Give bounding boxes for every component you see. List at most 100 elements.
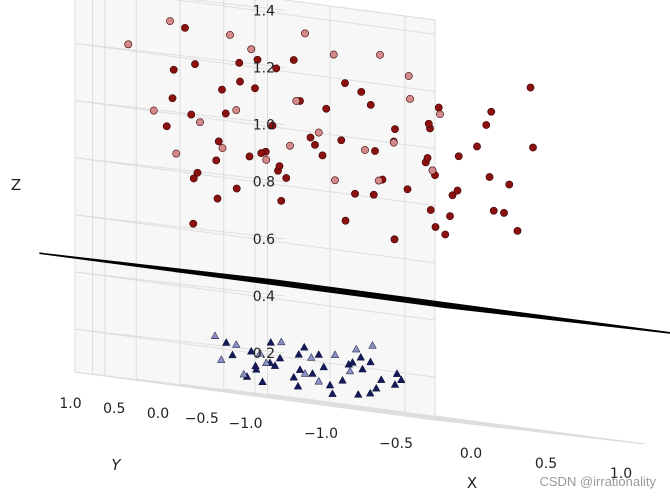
data-point-triangle <box>239 369 248 378</box>
data-point-circle <box>235 58 244 67</box>
data-point-circle <box>193 168 202 177</box>
data-point-circle <box>431 223 440 231</box>
data-point-circle <box>245 152 254 161</box>
data-point-triangle <box>366 357 375 366</box>
data-point-triangle <box>289 372 298 381</box>
data-point-triangle <box>210 331 220 340</box>
data-point-circle <box>257 149 266 158</box>
data-point-circle <box>403 185 412 194</box>
axis-panes <box>74 0 646 445</box>
data-point-circle <box>341 79 349 88</box>
data-point-circle <box>337 136 346 145</box>
y-grid-line <box>223 0 584 438</box>
data-point-circle <box>277 196 286 205</box>
data-point-triangle <box>330 350 340 358</box>
z-tick-label: 0.8 <box>253 175 275 191</box>
z-tick-label: 1.0 <box>253 118 275 134</box>
y-tick-label: 0.0 <box>147 406 169 422</box>
grid-lines <box>74 0 628 443</box>
data-point-circle <box>272 64 281 73</box>
data-point-triangle <box>293 381 303 390</box>
data-point-circle <box>169 65 178 74</box>
watermark: CSDN @irrationality <box>539 474 657 489</box>
data-point-circle <box>505 180 514 189</box>
data-point-circle <box>473 142 481 151</box>
y-axis-label: Y <box>111 456 122 474</box>
data-point-triangle <box>368 340 377 349</box>
data-point-triangle <box>390 380 400 388</box>
data-point-circle <box>404 72 413 80</box>
data-point-circle <box>232 106 241 115</box>
data-point-circle <box>262 155 271 164</box>
data-point-circle <box>311 140 319 149</box>
z-tick-label: 1.4 <box>253 3 275 19</box>
data-point-triangle <box>325 380 335 389</box>
x-tick-label: 0.5 <box>535 456 557 472</box>
data-point-circle <box>529 143 537 152</box>
data-point-circle <box>389 138 398 147</box>
y-tick-label: 1.0 <box>59 396 81 412</box>
data-point-triangle <box>372 383 381 392</box>
data-point-triangle <box>328 389 337 397</box>
data-point-circle <box>187 110 196 119</box>
data-point-triangle <box>314 376 323 385</box>
data-point-circle <box>292 97 301 105</box>
data-point-circle <box>191 60 199 69</box>
data-point-circle <box>232 184 241 193</box>
data-point-circle <box>168 94 177 103</box>
z-tick-label: 0.4 <box>253 289 275 305</box>
data-point-triangle <box>247 346 256 355</box>
y-grid-line <box>92 0 453 423</box>
y-tick-label: −1.0 <box>229 416 263 432</box>
data-point-circle <box>366 100 375 109</box>
data-point-triangle <box>232 340 241 348</box>
data-point-circle <box>226 30 234 39</box>
data-point-circle <box>196 118 204 127</box>
z-tick-label: 0.2 <box>253 346 275 362</box>
data-point-triangle <box>300 342 309 351</box>
x-axis-label: X <box>467 474 477 492</box>
data-point-circle <box>446 212 454 221</box>
data-point-triangle <box>319 362 328 371</box>
data-point-circle <box>485 173 494 181</box>
data-point-circle <box>453 186 462 195</box>
plane-grid-line <box>118 261 524 317</box>
x-tick-label: 0.0 <box>460 446 482 462</box>
data-point-circle <box>526 83 535 92</box>
data-point-triangle <box>358 364 367 373</box>
data-point-circle <box>189 174 198 183</box>
data-point-circle <box>369 190 378 199</box>
z-grid-line <box>74 42 436 92</box>
tick-labels: 0.2 0.4 0.6 0.8 1.0 1.2 1.4 −1.0 −0.5 0.0 0.5 1.0 1.… <box>59 3 632 482</box>
z-axis-label: Z <box>11 176 21 194</box>
z-grid-line <box>74 271 436 321</box>
data-point-circle <box>406 94 414 103</box>
points-above-plane <box>124 17 537 244</box>
data-point-circle <box>487 107 496 116</box>
data-point-circle <box>371 147 379 155</box>
data-point-circle <box>390 235 399 244</box>
data-point-triangle <box>308 369 317 377</box>
data-point-triangle <box>294 349 303 358</box>
data-point-triangle <box>217 355 226 363</box>
data-point-circle <box>428 166 437 175</box>
data-point-circle <box>162 122 171 131</box>
data-point-circle <box>374 176 383 185</box>
data-point-triangle <box>258 377 267 386</box>
y-grid-line <box>267 0 628 443</box>
data-point-circle <box>149 106 158 115</box>
x-tick-label: −1.0 <box>304 426 338 442</box>
data-point-triangle <box>251 361 260 370</box>
data-point-circle <box>357 87 366 96</box>
plane-grid-line <box>196 270 602 326</box>
data-point-triangle <box>266 337 275 346</box>
data-point-circle <box>268 121 277 130</box>
data-point-circle <box>289 56 298 64</box>
data-point-circle <box>489 206 498 215</box>
data-point-circle <box>286 141 294 150</box>
data-point-circle <box>314 128 323 137</box>
data-point-circle <box>212 156 221 165</box>
z-tick-label: 0.6 <box>253 232 275 248</box>
data-point-triangle <box>352 344 361 353</box>
